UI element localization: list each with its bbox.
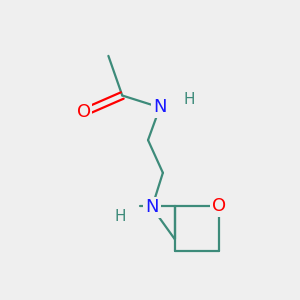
Text: N: N [145, 199, 159, 217]
Text: N: N [153, 98, 167, 116]
Text: O: O [76, 103, 91, 122]
Text: O: O [212, 197, 226, 215]
Text: H: H [184, 92, 195, 107]
Text: H: H [115, 209, 126, 224]
